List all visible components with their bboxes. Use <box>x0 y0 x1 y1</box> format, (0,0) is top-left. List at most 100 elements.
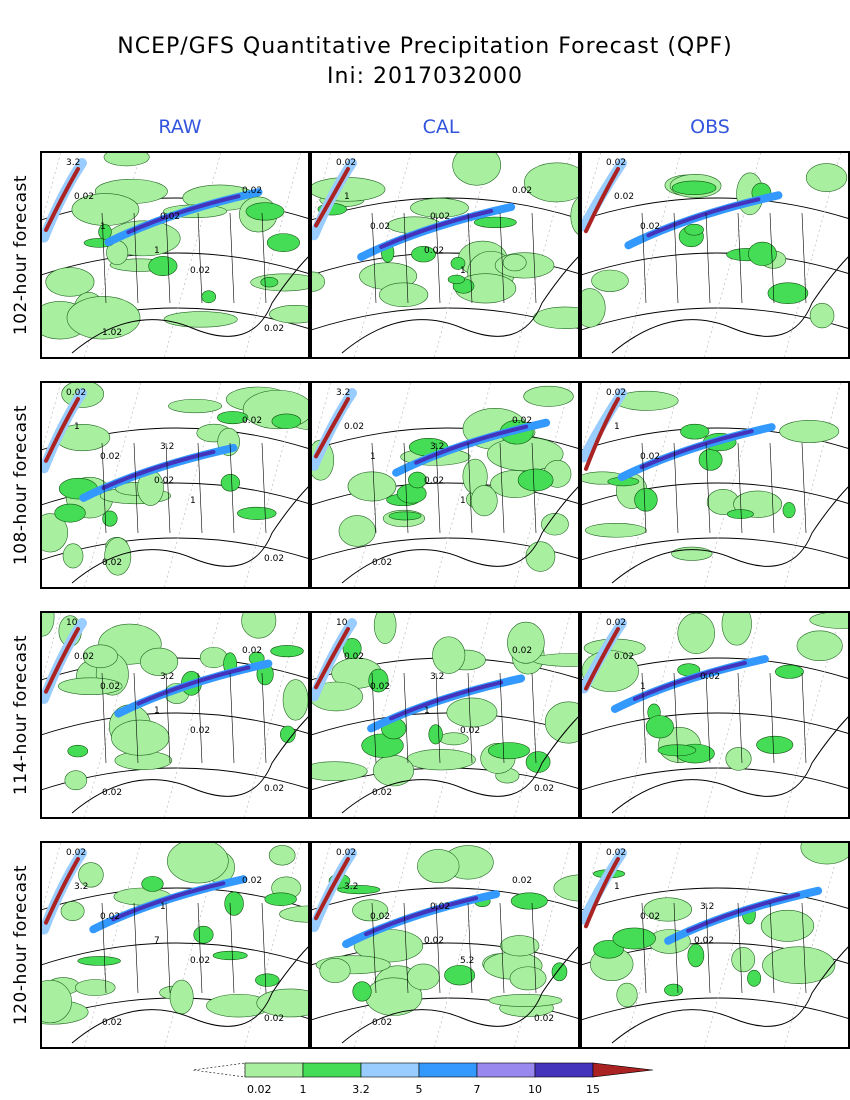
map-panel-cal-2: 3.2 0.02 1 3.2 0.02 1 0.02 0.02 <box>310 381 580 589</box>
contour-label: 1 <box>160 902 166 912</box>
contour-label: 1 <box>190 496 196 506</box>
contour-label: 3.2 <box>430 442 444 452</box>
chart-title: NCEP/GFS Quantitative Precipitation Fore… <box>117 34 733 59</box>
colorbar-tick-label: 7 <box>474 1083 481 1096</box>
contour-label: 1 <box>100 222 106 232</box>
map-panel-cal-4: 0.02 3.2 0.02 0.02 0.02 5.2 0.02 0.02 0.02 <box>310 841 580 1049</box>
contour-label: 0.02 <box>190 956 210 966</box>
contour-label: 0.02 <box>640 912 660 922</box>
contour-label: 0.02 <box>74 652 94 662</box>
contour-label: 0.02 <box>154 476 174 486</box>
colorbar-segment <box>360 1062 420 1078</box>
contour-label: 0.02 <box>74 192 94 202</box>
contour-label: 0.02 <box>606 158 626 168</box>
contour-label: 1 <box>154 706 160 716</box>
map-panel-raw-2: 0.02 1 0.02 3.2 0.02 1 0.02 0.02 0.02 <box>40 381 310 589</box>
contour-label: 0.02 <box>102 788 122 798</box>
contour-label: 0.02 <box>344 422 364 432</box>
contour-label: 0.02 <box>606 848 626 858</box>
contour-label: 0.02 <box>424 246 444 256</box>
contour-label: 0.02 <box>694 936 714 946</box>
contour-label: 1 <box>74 422 80 432</box>
map-panel-cal-1: 0.02 1 0.02 0.02 0.02 1 0.02 <box>310 151 580 359</box>
contour-label: 0.02 <box>372 788 392 798</box>
colorbar-segment <box>418 1062 478 1078</box>
contour-label: 0.02 <box>370 222 390 232</box>
column-header-raw: RAW <box>158 116 202 138</box>
init-time-subtitle: Ini: 2017032000 <box>327 64 523 89</box>
contour-label: 0.02 <box>534 1014 554 1024</box>
contour-label: 0.02 <box>430 212 450 222</box>
map-panel-obs-3: 0.02 0.02 1 0.02 <box>580 611 850 819</box>
contour-label: 0.02 <box>100 682 120 692</box>
contour-label: 1 <box>370 452 376 462</box>
contour-label: 3.2 <box>74 882 88 892</box>
contour-label: 0.02 <box>606 618 626 628</box>
contour-label: 0.02 <box>336 848 356 858</box>
contour-label: 3.2 <box>430 672 444 682</box>
contour-label: 0.02 <box>242 186 262 196</box>
contour-label: 0.02 <box>100 452 120 462</box>
contour-label: 1 <box>460 496 466 506</box>
colorbar-segment <box>476 1062 536 1078</box>
contour-label: 10 <box>66 618 78 628</box>
colorbar-tick-label: 10 <box>528 1083 542 1096</box>
colorbar-segment <box>244 1062 304 1078</box>
colorbar-tick-label: 15 <box>586 1083 600 1096</box>
contour-label: 0.02 <box>264 1014 284 1024</box>
contour-label: 7 <box>154 936 160 946</box>
colorbar-tick-label: 0.02 <box>247 1083 272 1096</box>
colorbar-tick-label: 1 <box>300 1083 307 1096</box>
contour-label: 0.02 <box>66 848 86 858</box>
precipitation-colorbar: 0.02 1 3.2 5 7 10 15 <box>192 1062 654 1096</box>
map-panel-cal-3: 10 0.02 0.02 3.2 1 0.02 0.02 0.02 0.02 <box>310 611 580 819</box>
contour-label: 1 <box>154 246 160 256</box>
contour-label: 0.02 <box>370 682 390 692</box>
contour-label: 0.02 <box>606 388 626 398</box>
contour-label: 3.2 <box>160 442 174 452</box>
map-panel-raw-1: 3.2 0.02 1 0.02 1 0.02 0.02 1.02 0.02 <box>40 151 310 359</box>
contour-label: 1.02 <box>102 328 122 338</box>
contour-label: 0.02 <box>190 266 210 276</box>
map-panel-obs-1: 0.02 0.02 0.02 <box>580 151 850 359</box>
contour-label: 10 <box>336 618 348 628</box>
contour-label: 0.02 <box>102 558 122 568</box>
contour-label: 0.02 <box>372 558 392 568</box>
colorbar-segment <box>302 1062 362 1078</box>
contour-label: 0.02 <box>512 186 532 196</box>
contour-label: 3.2 <box>160 672 174 682</box>
contour-label: 0.02 <box>336 158 356 168</box>
contour-label: 1 <box>614 882 620 892</box>
contour-label: 0.02 <box>700 672 720 682</box>
row-label-120h: 120-hour forecast <box>11 864 31 1026</box>
contour-label: 0.02 <box>460 726 480 736</box>
contour-label: 3.2 <box>336 388 350 398</box>
contour-label: 0.02 <box>190 726 210 736</box>
column-header-cal: CAL <box>422 116 460 138</box>
contour-label: 3.2 <box>344 882 358 892</box>
row-label-108h: 108-hour forecast <box>11 404 31 566</box>
contour-label: 0.02 <box>66 388 86 398</box>
contour-label: 0.02 <box>372 1018 392 1028</box>
contour-label: 0.02 <box>640 222 660 232</box>
contour-label: 0.02 <box>242 416 262 426</box>
contour-label: 1 <box>424 706 430 716</box>
contour-label: 0.02 <box>264 324 284 334</box>
contour-label: 5.2 <box>460 956 474 966</box>
map-panel-raw-4: 0.02 3.2 0.02 1 7 0.02 0.02 0.02 0.02 <box>40 841 310 1049</box>
map-panel-obs-4: 0.02 1 0.02 3.2 0.02 <box>580 841 850 1049</box>
contour-label: 0.02 <box>242 876 262 886</box>
colorbar-segment <box>534 1062 594 1078</box>
contour-label: 1 <box>614 422 620 432</box>
contour-label: 0.02 <box>264 554 284 564</box>
contour-label: 0.02 <box>614 652 634 662</box>
contour-label: 0.02 <box>424 936 444 946</box>
contour-label: 3.2 <box>66 158 80 168</box>
colorbar-tick-label: 3.2 <box>352 1083 370 1096</box>
colorbar-under-arrow <box>192 1062 246 1078</box>
contour-label: 0.02 <box>512 876 532 886</box>
contour-label: 0.02 <box>264 784 284 794</box>
contour-label: 1 <box>460 266 466 276</box>
contour-label: 0.02 <box>344 652 364 662</box>
column-header-obs: OBS <box>690 116 730 138</box>
